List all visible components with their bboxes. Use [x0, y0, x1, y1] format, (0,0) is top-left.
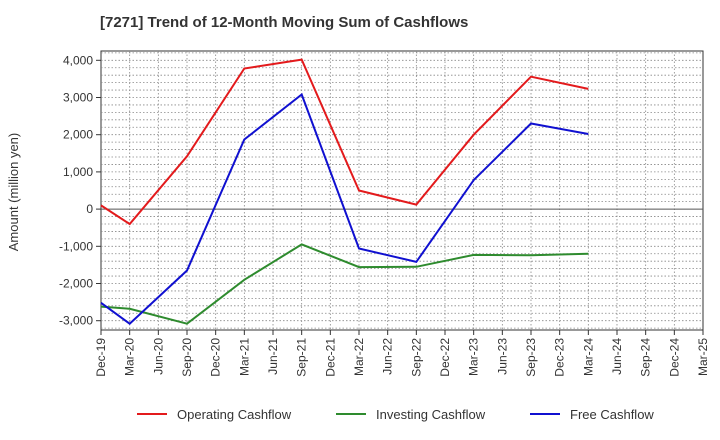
y-tick-label: 3,000: [63, 91, 93, 105]
x-tick-label: Mar-25: [696, 338, 710, 376]
grid: [101, 51, 703, 330]
plot-area: [100, 50, 704, 331]
y-tick-label: 4,000: [63, 53, 93, 67]
series-lines: [100, 58, 589, 325]
y-tick-label: -1,000: [59, 239, 93, 253]
x-tick-label: Sep-21: [295, 338, 309, 377]
y-tick-label: -2,000: [59, 277, 93, 291]
x-tick-label: Jun-24: [610, 338, 624, 375]
y-axis-title: Amount (million yen): [6, 133, 21, 252]
x-tick-label: Mar-21: [237, 338, 251, 376]
x-tick-label: Jun-23: [495, 338, 509, 375]
x-tick-label: Sep-24: [639, 338, 653, 377]
x-tick-label: Dec-20: [209, 338, 223, 377]
series-line-2: [100, 243, 589, 325]
x-tick-label: Mar-24: [581, 338, 595, 376]
x-tick-label: Sep-22: [409, 338, 423, 377]
x-tick-label: Sep-20: [180, 338, 194, 377]
legend: Operating Cashflow Investing Cashflow Free…: [137, 407, 654, 422]
y-axis: 4,000 3,000 2,000 1,000 0 -1,000 -2,000 -3,000: [59, 53, 101, 328]
x-tick-label: Dec-24: [667, 338, 681, 377]
x-tick-label: Dec-22: [438, 338, 452, 377]
x-tick-label: Mar-23: [467, 338, 481, 376]
legend-label: Operating Cashflow: [177, 407, 292, 422]
legend-label: Free Cashflow: [570, 407, 654, 422]
series-line-1: [100, 58, 589, 226]
x-tick-label: Dec-21: [323, 338, 337, 377]
x-axis: Dec-19 Mar-20 Jun-20 Sep-20 Dec-20 Mar-21 Jun-…: [94, 330, 710, 377]
y-tick-label: 0: [86, 202, 93, 216]
x-tick-label: Mar-20: [123, 338, 137, 376]
x-tick-label: Jun-22: [381, 338, 395, 375]
legend-label: Investing Cashflow: [376, 407, 486, 422]
y-tick-label: 1,000: [63, 165, 93, 179]
x-tick-label: Mar-22: [352, 338, 366, 376]
y-tick-label: -3,000: [59, 314, 93, 328]
chart-title: [7271] Trend of 12-Month Moving Sum of C…: [100, 14, 469, 31]
x-tick-label: Jun-20: [151, 338, 165, 375]
series-line-3: [100, 92, 589, 325]
x-tick-label: Sep-23: [524, 338, 538, 377]
x-tick-label: Dec-23: [553, 338, 567, 377]
x-tick-label: Dec-19: [94, 338, 108, 377]
y-tick-label: 2,000: [63, 128, 93, 142]
x-tick-label: Jun-21: [266, 338, 280, 375]
